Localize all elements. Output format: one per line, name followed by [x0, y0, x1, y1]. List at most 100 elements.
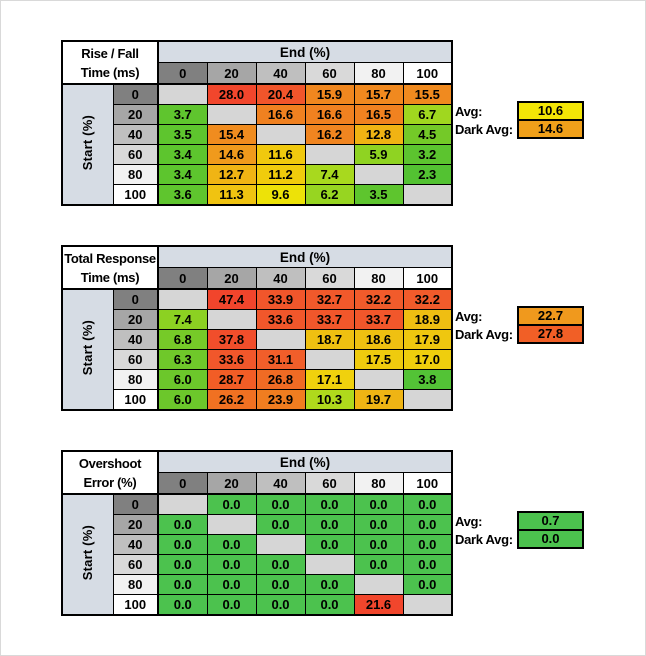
row-header-cell[interactable]: 100	[112, 594, 160, 616]
heatmap-cell[interactable]: 33.6	[255, 309, 306, 330]
heatmap-cell[interactable]: 15.9	[304, 83, 355, 105]
row-header-cell[interactable]: 60	[112, 554, 160, 575]
heatmap-cell[interactable]: 0.0	[353, 534, 404, 555]
heatmap-cell[interactable]: 32.2	[402, 288, 453, 310]
col-header-cell[interactable]: 60	[304, 267, 355, 290]
heatmap-cell[interactable]: 6.3	[157, 349, 208, 370]
heatmap-cell[interactable]: 18.6	[353, 329, 404, 350]
heatmap-cell[interactable]: 17.9	[402, 329, 453, 350]
heatmap-cell[interactable]: 0.0	[157, 594, 208, 616]
heatmap-cell[interactable]: 3.7	[157, 104, 208, 125]
dark-avg-value-box[interactable]: 27.8	[517, 324, 584, 344]
blank-cell[interactable]	[353, 574, 404, 595]
heatmap-cell[interactable]: 6.7	[402, 104, 453, 125]
heatmap-cell[interactable]: 0.0	[304, 574, 355, 595]
blank-cell[interactable]	[402, 389, 453, 411]
row-header-cell[interactable]: 0	[112, 83, 159, 105]
heatmap-cell[interactable]: 6.2	[304, 184, 355, 206]
heatmap-cell[interactable]: 0.0	[255, 594, 306, 616]
heatmap-cell[interactable]: 17.0	[402, 349, 453, 370]
heatmap-cell[interactable]: 18.9	[402, 309, 453, 330]
heatmap-cell[interactable]: 28.7	[206, 369, 257, 390]
avg-value-box[interactable]: 0.7	[517, 511, 584, 531]
heatmap-cell[interactable]: 7.4	[157, 309, 208, 330]
heatmap-cell[interactable]: 0.0	[206, 534, 257, 555]
table-title[interactable]: Overshoot Error (%)	[61, 450, 160, 495]
heatmap-cell[interactable]: 0.0	[402, 574, 453, 595]
heatmap-cell[interactable]: 33.7	[304, 309, 355, 330]
heatmap-cell[interactable]: 15.4	[206, 124, 257, 145]
heatmap-cell[interactable]: 9.6	[255, 184, 306, 206]
row-header-cell[interactable]: 40	[112, 329, 160, 350]
heatmap-cell[interactable]: 6.0	[157, 369, 208, 390]
heatmap-cell[interactable]: 37.8	[206, 329, 257, 350]
blank-cell[interactable]	[255, 534, 306, 555]
col-header-cell[interactable]: 0	[157, 472, 208, 495]
heatmap-cell[interactable]: 12.7	[206, 164, 257, 185]
heatmap-cell[interactable]: 6.0	[157, 389, 208, 411]
heatmap-cell[interactable]: 47.4	[206, 288, 257, 310]
row-header-cell[interactable]: 40	[112, 534, 160, 555]
heatmap-cell[interactable]: 0.0	[304, 534, 355, 555]
row-header-cell[interactable]: 80	[112, 574, 160, 595]
col-header-cell[interactable]: 40	[255, 472, 306, 495]
heatmap-cell[interactable]: 0.0	[157, 534, 208, 555]
heatmap-cell[interactable]: 3.4	[157, 164, 208, 185]
heatmap-cell[interactable]: 28.0	[206, 83, 257, 105]
heatmap-cell[interactable]: 11.3	[206, 184, 257, 206]
heatmap-cell[interactable]: 0.0	[353, 493, 404, 515]
heatmap-cell[interactable]: 15.5	[402, 83, 453, 105]
col-header-cell[interactable]: 0	[157, 62, 208, 85]
heatmap-cell[interactable]: 0.0	[353, 514, 404, 535]
blank-cell[interactable]	[157, 493, 208, 515]
heatmap-cell[interactable]: 15.7	[353, 83, 404, 105]
row-header-cell[interactable]: 20	[112, 514, 160, 535]
col-header-cell[interactable]: 60	[304, 472, 355, 495]
heatmap-cell[interactable]: 3.5	[157, 124, 208, 145]
heatmap-cell[interactable]: 20.4	[255, 83, 306, 105]
col-header-cell[interactable]: 60	[304, 62, 355, 85]
heatmap-cell[interactable]: 3.2	[402, 144, 453, 165]
heatmap-cell[interactable]: 0.0	[206, 574, 257, 595]
heatmap-cell[interactable]: 19.7	[353, 389, 404, 411]
col-header-cell[interactable]: 20	[206, 267, 257, 290]
heatmap-cell[interactable]: 0.0	[402, 534, 453, 555]
row-header-cell[interactable]: 40	[112, 124, 159, 145]
heatmap-cell[interactable]: 32.7	[304, 288, 355, 310]
heatmap-cell[interactable]: 16.6	[255, 104, 306, 125]
row-header-cell[interactable]: 60	[112, 144, 159, 165]
heatmap-cell[interactable]: 3.8	[402, 369, 453, 390]
heatmap-cell[interactable]: 0.0	[304, 493, 355, 515]
blank-cell[interactable]	[304, 554, 355, 575]
heatmap-cell[interactable]: 0.0	[402, 514, 453, 535]
col-header-cell[interactable]: 40	[255, 267, 306, 290]
row-header-cell[interactable]: 100	[112, 184, 159, 206]
row-header-cell[interactable]: 60	[112, 349, 160, 370]
col-header-cell[interactable]: 40	[255, 62, 306, 85]
heatmap-cell[interactable]: 6.8	[157, 329, 208, 350]
blank-cell[interactable]	[206, 309, 257, 330]
heatmap-cell[interactable]: 16.5	[353, 104, 404, 125]
heatmap-cell[interactable]: 12.8	[353, 124, 404, 145]
heatmap-cell[interactable]: 31.1	[255, 349, 306, 370]
heatmap-cell[interactable]: 7.4	[304, 164, 355, 185]
col-header-cell[interactable]: 20	[206, 62, 257, 85]
heatmap-cell[interactable]: 21.6	[353, 594, 404, 616]
heatmap-cell[interactable]: 14.6	[206, 144, 257, 165]
table-title[interactable]: Total Response Time (ms)	[61, 245, 160, 290]
heatmap-cell[interactable]: 0.0	[206, 554, 257, 575]
heatmap-cell[interactable]: 0.0	[255, 554, 306, 575]
blank-cell[interactable]	[353, 164, 404, 185]
heatmap-cell[interactable]: 3.5	[353, 184, 404, 206]
heatmap-cell[interactable]: 0.0	[304, 514, 355, 535]
blank-cell[interactable]	[157, 83, 208, 105]
heatmap-cell[interactable]: 0.0	[353, 554, 404, 575]
col-header-cell[interactable]: 0	[157, 267, 208, 290]
heatmap-cell[interactable]: 26.2	[206, 389, 257, 411]
col-header-cell[interactable]: 80	[353, 62, 404, 85]
col-header-cell[interactable]: 80	[353, 472, 404, 495]
heatmap-cell[interactable]: 11.2	[255, 164, 306, 185]
heatmap-cell[interactable]: 16.6	[304, 104, 355, 125]
heatmap-cell[interactable]: 33.9	[255, 288, 306, 310]
avg-value-box[interactable]: 22.7	[517, 306, 584, 326]
